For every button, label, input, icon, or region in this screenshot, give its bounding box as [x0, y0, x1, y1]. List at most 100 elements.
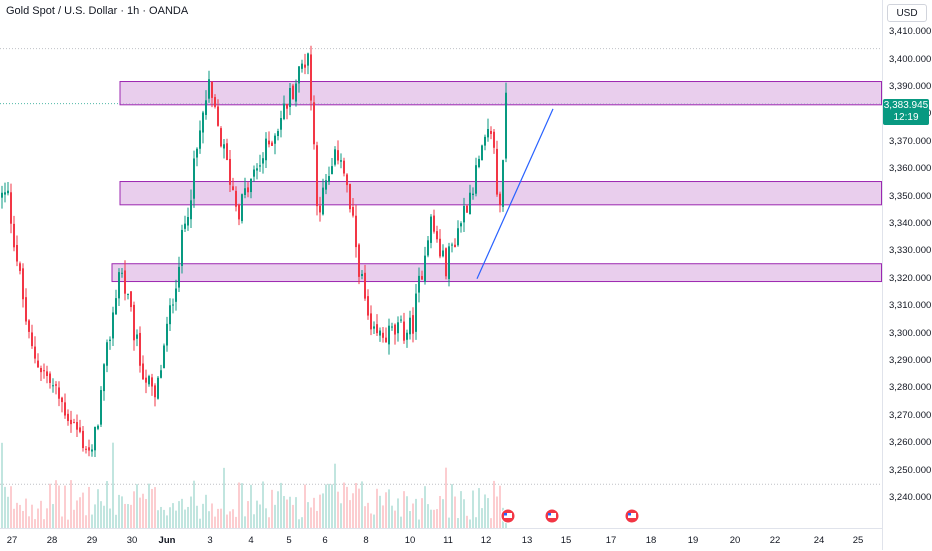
candle-body [169, 305, 171, 325]
volume-bar [445, 467, 447, 528]
candle-body [310, 54, 312, 101]
price-tick-label: 3,300.000 [889, 327, 932, 339]
price-tick-label: 3,350.000 [889, 190, 932, 202]
candle-body [349, 183, 351, 210]
candle-body [301, 63, 303, 69]
volume-bar [418, 519, 420, 528]
candle-body [109, 339, 111, 341]
volume-bar [478, 488, 480, 528]
volume-bar [415, 498, 417, 528]
economic-event-icon[interactable] [500, 508, 516, 524]
candle-body [181, 229, 183, 266]
volume-bar [469, 519, 471, 528]
candle-body [493, 131, 495, 148]
volume-bar [94, 504, 96, 528]
candle-body [322, 187, 324, 215]
volume-bar [166, 515, 168, 528]
volume-bar [256, 500, 258, 528]
candle-body [73, 422, 75, 424]
candle-body [157, 377, 159, 399]
volume-bar [187, 506, 189, 528]
time-axis[interactable]: 27 28 29 30 Jun 3 4 5 6 8 10 11 12 13 15 17 18 19 20 22 24 25 [0, 528, 882, 551]
candle-body [373, 326, 375, 329]
price-chart[interactable] [0, 0, 882, 528]
candle-body [202, 112, 204, 133]
candle-body [250, 178, 252, 193]
candle-body [175, 288, 177, 302]
volume-bar [85, 515, 87, 528]
volume-bar [70, 480, 72, 528]
volume-bar [457, 518, 459, 528]
candle-body [403, 321, 405, 341]
time-tick-label: 18 [645, 535, 657, 546]
volume-bar [430, 509, 432, 528]
candle-body [112, 312, 114, 339]
time-tick-label: 29 [86, 535, 98, 546]
volume-bar [301, 517, 303, 528]
flag-shape [628, 513, 636, 518]
candle-body [46, 371, 48, 377]
volume-bar [58, 485, 60, 528]
price-tick-label: 3,240.000 [889, 492, 932, 503]
candle-body [43, 370, 45, 372]
candle-body [25, 297, 27, 322]
volume-bar [292, 504, 294, 528]
candle-body [274, 135, 276, 144]
candle-body [379, 330, 381, 336]
time-tick-label: 12 [480, 535, 492, 546]
price-tick-label: 3,280.000 [889, 382, 932, 394]
volume-bar [160, 506, 162, 528]
volume-bar [154, 487, 156, 528]
volume-bar [82, 492, 84, 528]
candle-body [376, 324, 378, 334]
volume-bar [493, 480, 495, 528]
flag-canton [628, 513, 631, 516]
candle-body [103, 364, 105, 392]
candle-body [424, 255, 426, 282]
volume-bar [472, 490, 474, 528]
candle-body [469, 192, 471, 215]
volume-bar [433, 509, 435, 528]
volume-bar [259, 504, 261, 528]
candle-body [463, 205, 465, 223]
volume-bar [331, 484, 333, 528]
candle-body [7, 190, 9, 194]
price-tick-label: 3,250.000 [889, 464, 932, 476]
price-axis[interactable]: 3,410.0003,400.0003,390.0003,380.0003,37… [882, 0, 932, 550]
volume-bar [442, 499, 444, 528]
volume-bar [211, 503, 213, 528]
price-tick-label: 3,400.000 [889, 53, 932, 65]
candle-body [229, 158, 231, 185]
candle-body [331, 166, 333, 175]
candle-body [211, 81, 213, 98]
candle-body [325, 180, 327, 190]
candle-body [217, 106, 219, 126]
volume-bar [40, 500, 42, 528]
candle-body [199, 130, 201, 149]
candle-body [382, 332, 384, 338]
candle-body [484, 136, 486, 146]
candle-body [235, 190, 237, 207]
chart-area[interactable]: Gold Spot / U.S. Dollar · 1h · OANDA [0, 0, 882, 528]
volume-bar [88, 486, 90, 528]
volume-bar [67, 519, 69, 528]
candle-body [259, 165, 261, 167]
candle-body [136, 334, 138, 339]
candle-body [16, 244, 18, 262]
time-tick-label: 6 [322, 535, 328, 546]
candle-body [496, 148, 498, 195]
candle-body [355, 215, 357, 248]
volume-bar [64, 485, 66, 528]
volume-bar [106, 481, 108, 528]
economic-event-icon[interactable] [624, 508, 640, 524]
volume-bar [352, 493, 354, 528]
volume-bar [163, 509, 165, 528]
volume-bar [409, 511, 411, 528]
candle-body [88, 447, 90, 451]
volume-bar [436, 509, 438, 528]
candle-body [385, 337, 387, 343]
candle-body [166, 323, 168, 346]
last-price-tag: 3,383.945 12:19 [883, 99, 929, 125]
economic-event-icon[interactable] [544, 508, 560, 524]
currency-button[interactable]: USD [887, 4, 927, 22]
